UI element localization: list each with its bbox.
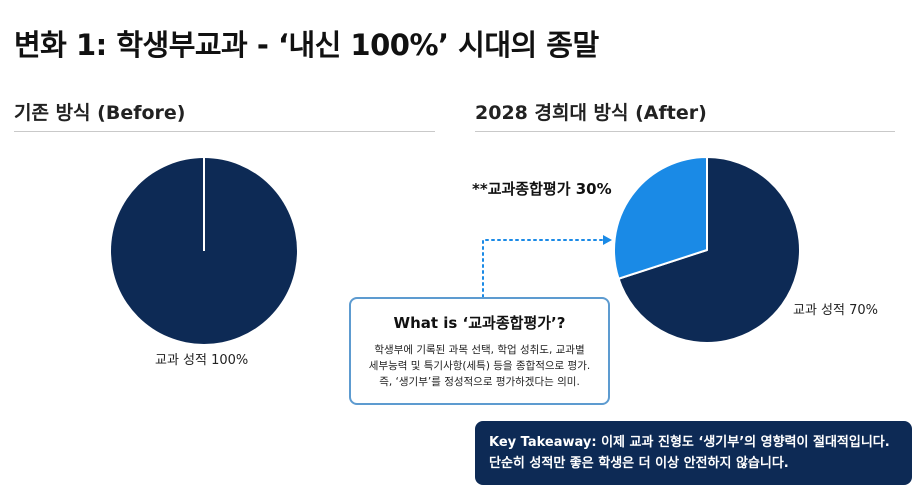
definition-line: 즉, ‘생기부’를 정성적으로 평가하겠다는 의미. [379,376,580,388]
page-title: 변화 1: 학생부교과 - ‘내신 100%’ 시대의 종말 [14,28,599,62]
after-pie-chart [613,156,801,344]
definition-line: 세부능력 및 특기사항(세특) 등을 종합적으로 평가. [368,360,591,372]
after-slice-label-grade: 교과 성적 70% [793,303,878,318]
after-divider [475,131,895,132]
before-panel-title: 기존 방식 (Before) [14,102,186,124]
before-divider [14,131,435,132]
definition-line: 학생부에 기록된 과목 선택, 학업 성취도, 교과별 [374,344,585,356]
after-slice-label-comprehensive: **교과종합평가 30% [472,180,612,198]
before-pie-chart [111,158,297,344]
after-pie-slice-0 [617,156,801,344]
definition-box: What is ‘교과종합평가’? 학생부에 기록된 과목 선택, 학업 성취도… [349,297,610,405]
key-takeaway-box: Key Takeaway: 이제 교과 진형도 ‘생기부’의 영향력이 절대적입… [475,421,912,485]
definition-title: What is ‘교과종합평가’? [393,314,566,332]
after-pie-slice-1 [613,156,708,280]
takeaway-line: 단순히 성적만 좋은 학생은 더 이상 안전하지 않습니다. [489,456,789,471]
before-slice-label-grade: 교과 성적 100% [155,353,249,368]
takeaway-line: Key Takeaway: 이제 교과 진형도 ‘생기부’의 영향력이 절대적입… [489,435,890,450]
after-panel-title: 2028 경희대 방식 (After) [475,102,707,124]
